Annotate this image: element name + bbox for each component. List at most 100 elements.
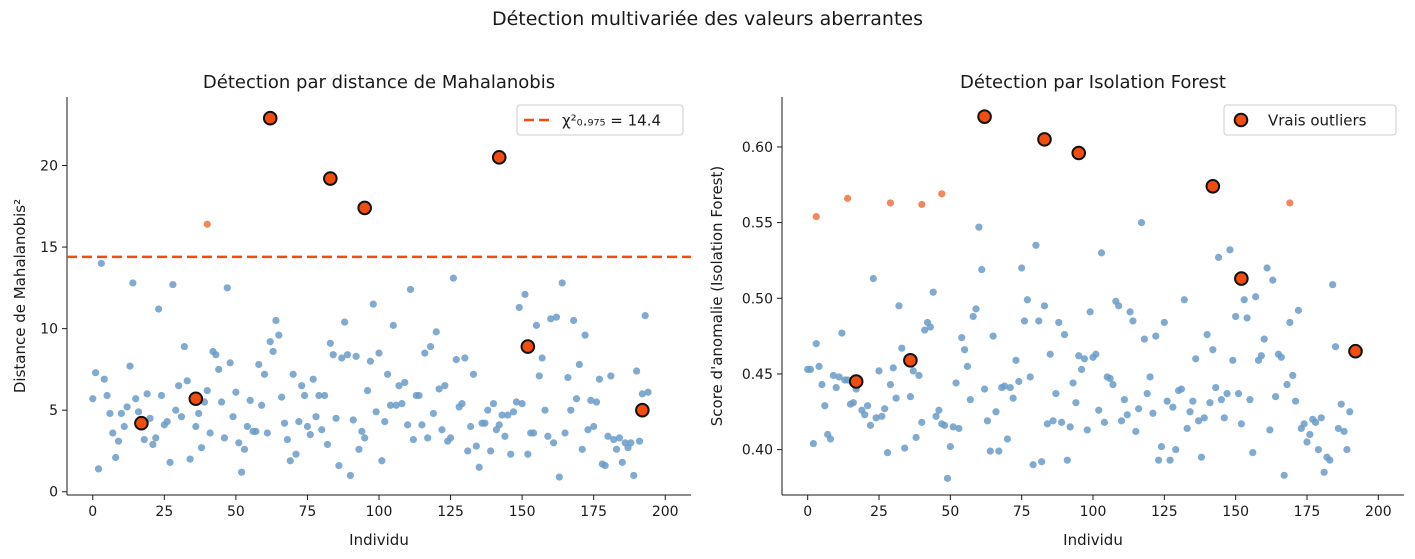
flagged-point [812, 212, 820, 221]
inlier-point [535, 372, 543, 380]
inlier-point [401, 378, 409, 387]
inlier-point [258, 401, 266, 409]
inlier-point [472, 442, 480, 450]
true-outlier-point [1037, 132, 1052, 147]
inlier-point [475, 463, 483, 471]
inlier-point [1060, 330, 1069, 339]
x-tick-label: 0 [803, 504, 812, 520]
inlier-point [1143, 390, 1151, 398]
flagged-point [844, 194, 852, 202]
inlier-point [452, 356, 460, 364]
inlier-point [809, 439, 817, 448]
inlier-point [235, 439, 243, 447]
inlier-point [1117, 417, 1126, 425]
inlier-point [1329, 281, 1337, 289]
x-tick-label: 175 [1294, 504, 1321, 520]
inlier-point [1214, 253, 1223, 262]
inlier-point [633, 367, 641, 375]
chart-title: Détection par Isolation Forest [960, 72, 1226, 93]
flagged-point [918, 200, 926, 209]
inlier-point [498, 411, 506, 419]
inlier-point [1194, 417, 1203, 425]
inlier-point [100, 375, 108, 383]
inlier-point [318, 426, 326, 434]
inlier-point [1157, 442, 1166, 451]
inlier-point [872, 414, 880, 422]
inlier-point [863, 402, 872, 410]
inlier-point [1272, 393, 1280, 401]
inlier-point [1286, 318, 1294, 327]
inlier-point [292, 450, 300, 458]
inlier-point [912, 433, 920, 442]
inlier-point [106, 409, 114, 418]
inlier-point [966, 396, 974, 404]
inlier-point [1120, 396, 1128, 404]
inlier-point [177, 413, 186, 421]
inlier-point [1000, 382, 1009, 390]
inlier-point [992, 408, 1000, 416]
inlier-point [172, 406, 180, 414]
inlier-point [432, 328, 440, 336]
y-tick-label: 0.55 [742, 216, 773, 232]
x-tick-label: 200 [1365, 504, 1392, 520]
legend-true-outlier-swatch [1233, 112, 1249, 128]
mahalanobis-panel: Détection par distance de Mahalanobis 0 25… [11, 72, 691, 549]
inlier-point [812, 340, 820, 348]
inlier-point [901, 444, 909, 452]
inlier-point [1003, 435, 1012, 443]
inlier-point [1269, 276, 1277, 284]
inlier-point [883, 449, 892, 457]
legend-box [1223, 104, 1397, 136]
inlier-point [157, 391, 166, 400]
inlier-point [989, 332, 997, 340]
inlier-point [1075, 352, 1083, 360]
inlier-point [1220, 414, 1228, 422]
inlier-point [149, 440, 157, 449]
inlier-point [295, 417, 303, 426]
inlier-point [567, 406, 575, 414]
inlier-point [1146, 373, 1154, 381]
inlier-point [1172, 446, 1180, 454]
inlier-point [180, 342, 188, 351]
inlier-point [226, 359, 234, 367]
inlier-point [595, 375, 604, 383]
inlier-point [1283, 380, 1291, 389]
x-tick-label: 200 [652, 504, 679, 520]
inlier-point [192, 422, 200, 431]
inlier-point [1232, 312, 1240, 321]
inlier-point [275, 331, 283, 339]
inlier-point [581, 331, 589, 339]
inlier-point [169, 280, 177, 289]
inlier-point [152, 434, 160, 442]
y-tick-label: 20 [40, 159, 58, 175]
inlier-point [378, 457, 386, 465]
inlier-point [303, 422, 312, 431]
inlier-point [564, 373, 572, 382]
inlier-point [1038, 458, 1046, 466]
inlier-point [547, 315, 555, 323]
inlier-point [507, 450, 515, 458]
inlier-point [1280, 471, 1288, 479]
inlier-point [878, 412, 886, 420]
inlier-point [829, 371, 837, 380]
inlier-point [484, 406, 492, 414]
inlier-point [941, 421, 949, 429]
inlier-point [895, 302, 903, 310]
inlier-point [1209, 346, 1217, 354]
inlier-point [495, 421, 503, 429]
inlier-point [114, 437, 123, 445]
legend-box [516, 104, 684, 136]
inlier-point [126, 362, 134, 370]
inlier-point [278, 393, 286, 401]
inlier-point [381, 417, 389, 426]
inlier-point [421, 349, 429, 357]
y-tick-label: 0.45 [742, 367, 773, 383]
inlier-point [1291, 397, 1300, 405]
inlier-point [869, 274, 877, 283]
inlier-point [1140, 335, 1148, 343]
inlier-point [578, 445, 586, 453]
inlier-point [889, 364, 897, 372]
inlier-point [892, 394, 900, 402]
inlier-point [1249, 449, 1257, 457]
true-outlier-point [262, 110, 278, 126]
